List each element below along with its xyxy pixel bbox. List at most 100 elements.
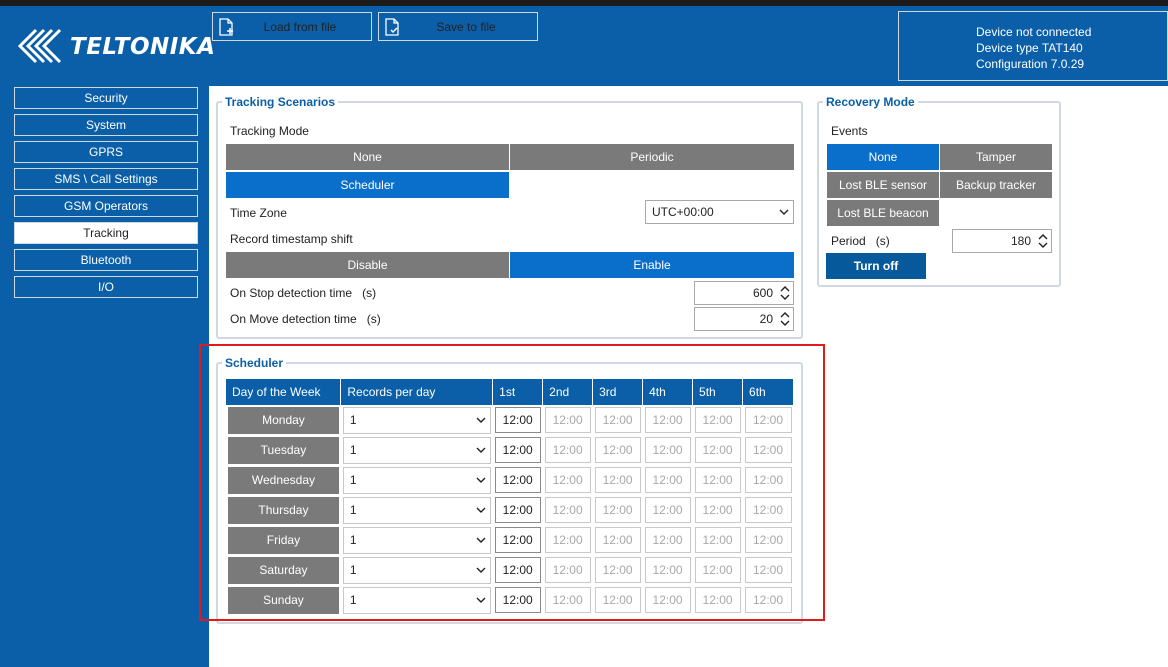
- time-input: 12:00: [644, 407, 691, 433]
- event-lost-ble-sensor-option[interactable]: Lost BLE sensor: [827, 172, 939, 198]
- turn-off-button[interactable]: Turn off: [826, 253, 926, 279]
- records-cell: 1: [341, 585, 493, 615]
- time-input: 12:00: [694, 407, 741, 433]
- sidebar-item-tracking[interactable]: Tracking: [14, 222, 198, 244]
- tracking-mode-scheduler-option[interactable]: Scheduler: [226, 172, 509, 198]
- records-per-day-select[interactable]: 1: [342, 466, 491, 494]
- time-input: 12:00: [694, 497, 741, 523]
- time-cell: 12:00: [593, 435, 643, 465]
- save-to-file-button[interactable]: Save to file: [378, 12, 538, 41]
- records-per-day-select[interactable]: 1: [342, 406, 491, 434]
- timestamp-shift-disable-option[interactable]: Disable: [226, 252, 509, 278]
- on-stop-unit: (s): [362, 286, 377, 300]
- records-per-day-select[interactable]: 1: [342, 586, 491, 614]
- records-per-day-select[interactable]: 1: [342, 556, 491, 584]
- tracking-mode-none-option[interactable]: None: [226, 144, 509, 170]
- scheduler-table: Day of the Week Records per day 1st 2nd …: [226, 379, 794, 615]
- time-cell: 12:00: [493, 435, 543, 465]
- column-header: 5th: [692, 379, 744, 405]
- file-save-icon: [379, 13, 405, 40]
- records-per-day-select[interactable]: 1: [342, 526, 491, 554]
- time-input: 12:00: [544, 467, 591, 493]
- sidebar-item-bluetooth[interactable]: Bluetooth: [14, 249, 198, 271]
- time-cell: 12:00: [493, 465, 543, 495]
- time-input: 12:00: [744, 437, 792, 463]
- event-lost-ble-beacon-option[interactable]: Lost BLE beacon: [827, 200, 939, 226]
- time-input: 12:00: [744, 527, 792, 553]
- day-cell: Wednesday: [226, 465, 341, 495]
- time-input[interactable]: 12:00: [494, 437, 541, 463]
- table-row: Friday 1 12:00 12:00 12:00 12:00 12:00 12:00: [226, 525, 794, 555]
- event-tamper-option[interactable]: Tamper: [940, 144, 1052, 170]
- table-row: Sunday 1 12:00 12:00 12:00 12:00 12:00 12:00: [226, 585, 794, 615]
- time-cell: 12:00: [643, 585, 693, 615]
- time-cell: 12:00: [743, 585, 794, 615]
- period-unit: (s): [875, 234, 890, 248]
- time-input[interactable]: 12:00: [494, 587, 541, 613]
- sidebar-item-gprs[interactable]: GPRS: [14, 141, 198, 163]
- records-per-day-select[interactable]: 1: [342, 496, 491, 524]
- column-header: 3rd: [592, 379, 644, 405]
- time-cell: 12:00: [643, 465, 693, 495]
- day-cell: Sunday: [226, 585, 341, 615]
- tracking-mode-periodic-option[interactable]: Periodic: [510, 144, 794, 170]
- time-input: 12:00: [744, 587, 792, 613]
- timestamp-shift-enable-option[interactable]: Enable: [510, 252, 794, 278]
- spinner-arrows-icon[interactable]: [1038, 232, 1048, 250]
- time-input: 12:00: [744, 467, 792, 493]
- sidebar-item-io[interactable]: I/O: [14, 276, 198, 298]
- day-label: Friday: [228, 526, 339, 554]
- sidebar-item-security[interactable]: Security: [14, 87, 198, 109]
- records-per-day-value: 1: [349, 412, 357, 427]
- time-input: 12:00: [594, 527, 641, 553]
- sidebar-item-sms-call-settings[interactable]: SMS \ Call Settings: [14, 168, 198, 190]
- time-cell: 12:00: [593, 405, 643, 435]
- save-to-file-label: Save to file: [436, 19, 496, 34]
- time-cell: 12:00: [693, 465, 743, 495]
- time-input[interactable]: 12:00: [494, 467, 541, 493]
- sidebar-item-gsm-operators[interactable]: GSM Operators: [14, 195, 198, 217]
- records-per-day-value: 1: [349, 532, 357, 547]
- day-label: Thursday: [228, 496, 339, 524]
- records-per-day-value: 1: [349, 472, 357, 487]
- spinner-arrows-icon[interactable]: [780, 284, 790, 302]
- time-input: 12:00: [544, 497, 591, 523]
- column-header: 1st: [492, 379, 544, 405]
- chevron-down-icon: [476, 588, 486, 613]
- on-stop-detection-input[interactable]: 600: [694, 281, 794, 305]
- period-text: Period: [831, 234, 866, 248]
- on-stop-detection-text: On Stop detection time: [230, 286, 353, 300]
- period-input[interactable]: 180: [952, 229, 1052, 253]
- time-zone-select[interactable]: UTC+00:00: [645, 200, 794, 224]
- records-per-day-select[interactable]: 1: [342, 436, 491, 464]
- load-from-file-button[interactable]: Load from file: [212, 12, 372, 41]
- time-cell: 12:00: [743, 465, 794, 495]
- time-cell: 12:00: [543, 465, 593, 495]
- time-input: 12:00: [694, 467, 741, 493]
- record-timestamp-shift-label: Record timestamp shift: [230, 232, 353, 246]
- time-input: 12:00: [544, 557, 591, 583]
- time-input[interactable]: 12:00: [494, 527, 541, 553]
- time-input[interactable]: 12:00: [494, 497, 541, 523]
- time-cell: 12:00: [493, 585, 543, 615]
- teltonika-logo: TELTONIKA: [12, 24, 215, 70]
- device-type-text: Device type TAT140: [976, 41, 1083, 55]
- time-cell: 12:00: [593, 585, 643, 615]
- on-move-detection-input[interactable]: 20: [694, 307, 794, 331]
- chevron-down-icon: [476, 468, 486, 493]
- day-label: Sunday: [228, 586, 339, 614]
- time-input[interactable]: 12:00: [494, 557, 541, 583]
- time-cell: 12:00: [643, 525, 693, 555]
- day-cell: Tuesday: [226, 435, 341, 465]
- records-per-day-value: 1: [349, 592, 357, 607]
- tracking-mode-label: Tracking Mode: [230, 124, 309, 138]
- events-label: Events: [831, 124, 868, 138]
- event-none-option[interactable]: None: [827, 144, 939, 170]
- tracking-scenarios-title: Tracking Scenarios: [225, 95, 336, 109]
- spinner-arrows-icon[interactable]: [780, 310, 790, 328]
- time-input: 12:00: [694, 437, 741, 463]
- event-backup-tracker-option[interactable]: Backup tracker: [940, 172, 1052, 198]
- sidebar-item-system[interactable]: System: [14, 114, 198, 136]
- time-input: 12:00: [594, 467, 641, 493]
- time-input[interactable]: 12:00: [494, 407, 541, 433]
